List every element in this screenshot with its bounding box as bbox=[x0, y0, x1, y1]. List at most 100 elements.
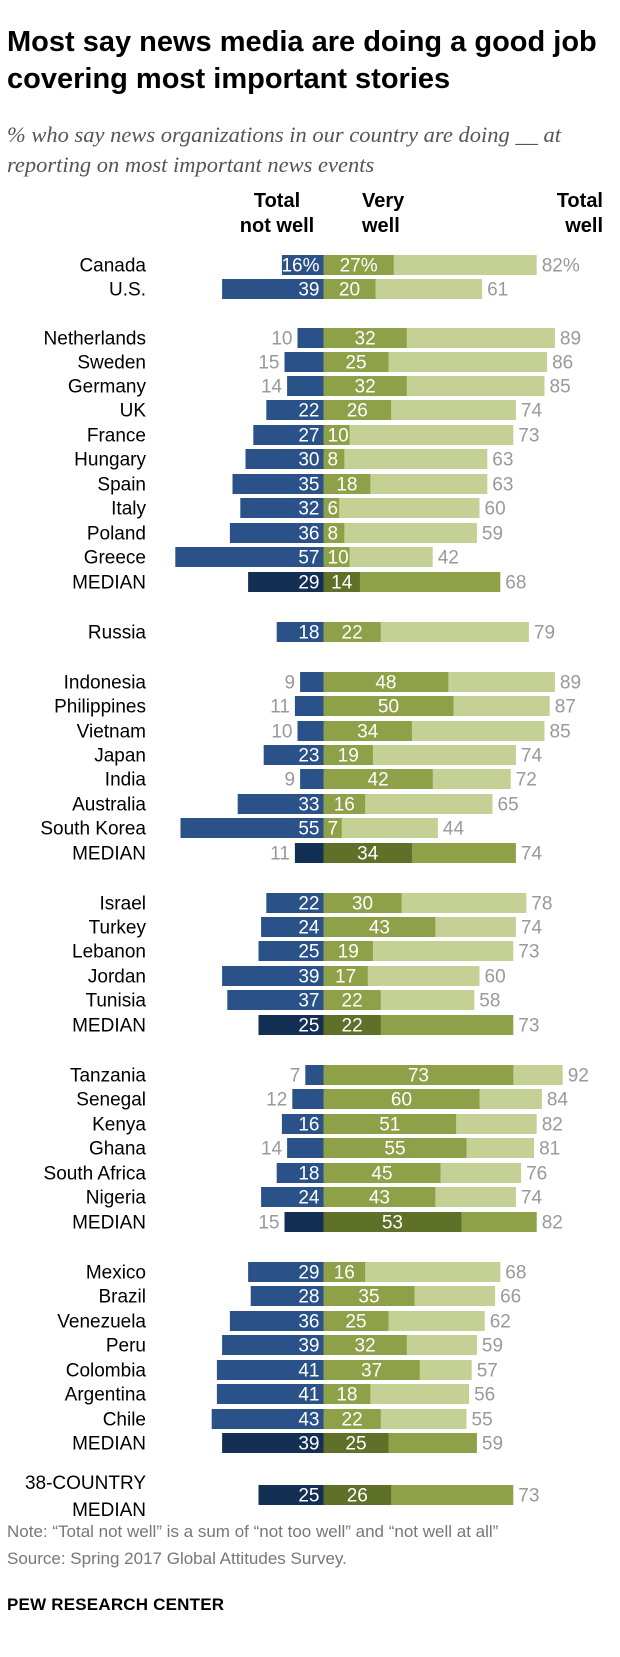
bar-not-well bbox=[281, 1114, 324, 1134]
value-total-well: 74 bbox=[521, 844, 543, 865]
value-not-well: 10 bbox=[271, 329, 292, 350]
country-label: Colombia bbox=[66, 1361, 147, 1382]
value-total-well: 59 bbox=[482, 524, 503, 545]
value-very-well: 73 bbox=[408, 1066, 429, 1087]
value-not-well: 39 bbox=[298, 1434, 319, 1455]
country-label: Kenya bbox=[92, 1115, 146, 1136]
value-total-well: 84 bbox=[547, 1090, 569, 1111]
country-label: MEDIAN bbox=[72, 1213, 146, 1234]
bar-very-well bbox=[323, 352, 389, 372]
country-label: Mexico bbox=[86, 1263, 146, 1284]
country-label: Japan bbox=[94, 746, 146, 767]
value-not-well: 16% bbox=[281, 256, 319, 277]
value-very-well: 30 bbox=[352, 894, 373, 915]
bar-very-well bbox=[323, 547, 350, 567]
value-total-well: 73 bbox=[518, 1486, 539, 1507]
bar-very-well bbox=[323, 843, 412, 863]
country-label: South Korea bbox=[40, 819, 146, 840]
bar-very-well bbox=[323, 279, 376, 299]
value-total-well: 56 bbox=[474, 1385, 495, 1406]
value-very-well: 25 bbox=[345, 1434, 366, 1455]
bar-not-well bbox=[263, 745, 324, 765]
country-label: Italy bbox=[111, 499, 146, 520]
value-not-well: 29 bbox=[298, 573, 319, 594]
value-not-well: 39 bbox=[298, 967, 319, 988]
bar-very-well bbox=[323, 1409, 381, 1429]
value-total-well: 82% bbox=[542, 256, 580, 277]
value-not-well: 39 bbox=[298, 1336, 319, 1357]
value-not-well: 32 bbox=[298, 499, 319, 520]
country-label: MEDIAN bbox=[72, 1434, 146, 1455]
chart-subtitle: % who say news organizations in our coun… bbox=[7, 122, 561, 177]
bar-not-well bbox=[245, 449, 324, 469]
country-label: Chile bbox=[103, 1410, 146, 1431]
country-label: Argentina bbox=[65, 1385, 147, 1406]
value-not-well: 7 bbox=[290, 1066, 301, 1087]
bar-not-well bbox=[211, 1409, 324, 1429]
bar-very-well bbox=[323, 1065, 514, 1085]
value-very-well: 16 bbox=[334, 795, 355, 816]
value-total-well: 85 bbox=[550, 722, 571, 743]
bar-not-well bbox=[297, 328, 324, 348]
value-total-well: 58 bbox=[479, 991, 500, 1012]
country-label: Turkey bbox=[89, 918, 147, 939]
bar-not-well bbox=[266, 400, 324, 420]
value-very-well: 22 bbox=[342, 991, 363, 1012]
value-total-well: 81 bbox=[539, 1139, 560, 1160]
value-not-well: 55 bbox=[298, 819, 319, 840]
bar-not-well bbox=[222, 1335, 324, 1355]
value-total-well: 60 bbox=[485, 499, 506, 520]
value-not-well: 57 bbox=[298, 548, 319, 569]
value-not-well: 43 bbox=[298, 1410, 319, 1431]
bar-not-well bbox=[300, 769, 324, 789]
value-very-well: 60 bbox=[391, 1090, 412, 1111]
value-not-well: 25 bbox=[298, 1486, 319, 1507]
bar-very-well bbox=[323, 966, 368, 986]
bar-very-well bbox=[323, 622, 381, 642]
value-very-well: 25 bbox=[345, 353, 366, 374]
country-label: Spain bbox=[97, 475, 146, 496]
bar-very-well bbox=[323, 696, 454, 716]
bar-not-well bbox=[248, 1262, 324, 1282]
bar-not-well bbox=[222, 966, 324, 986]
bar-very-well bbox=[323, 376, 407, 396]
bar-not-well bbox=[284, 352, 324, 372]
country-label: MEDIAN bbox=[72, 1016, 146, 1037]
country-label: Venezuela bbox=[57, 1312, 146, 1333]
bar-very-well bbox=[323, 1286, 415, 1306]
bar-not-well bbox=[266, 893, 324, 913]
country-label: 38-COUNTRY bbox=[25, 1473, 146, 1494]
value-total-well: 59 bbox=[482, 1434, 503, 1455]
value-very-well: 50 bbox=[378, 697, 399, 718]
value-very-well: 26 bbox=[347, 401, 368, 422]
value-total-well: 73 bbox=[518, 426, 539, 447]
value-not-well: 22 bbox=[298, 894, 319, 915]
value-not-well: 15 bbox=[258, 1213, 279, 1234]
value-total-well: 63 bbox=[492, 450, 513, 471]
bar-not-well bbox=[237, 794, 324, 814]
value-not-well: 33 bbox=[298, 795, 319, 816]
value-total-well: 74 bbox=[521, 746, 543, 767]
value-very-well: 18 bbox=[336, 1385, 357, 1406]
bar-not-well bbox=[222, 279, 324, 299]
value-total-well: 73 bbox=[518, 942, 539, 963]
bar-very-well bbox=[323, 769, 433, 789]
bar-total-well bbox=[323, 818, 438, 838]
value-very-well: 43 bbox=[369, 918, 390, 939]
country-label: Australia bbox=[72, 795, 146, 816]
bar-not-well bbox=[222, 1433, 324, 1453]
country-label: MEDIAN bbox=[72, 844, 146, 865]
value-very-well: 32 bbox=[355, 329, 376, 350]
bar-very-well bbox=[323, 572, 360, 592]
value-very-well: 8 bbox=[328, 450, 339, 471]
bar-not-well bbox=[300, 672, 324, 692]
value-not-well: 24 bbox=[298, 918, 320, 939]
value-not-well: 9 bbox=[285, 770, 296, 791]
bar-very-well bbox=[323, 794, 366, 814]
bar-very-well bbox=[323, 1311, 389, 1331]
bar-total-well bbox=[323, 425, 514, 445]
value-total-well: 73 bbox=[518, 1016, 539, 1037]
bar-not-well bbox=[229, 523, 324, 543]
value-not-well: 9 bbox=[285, 673, 296, 694]
bar-very-well bbox=[323, 1163, 441, 1183]
